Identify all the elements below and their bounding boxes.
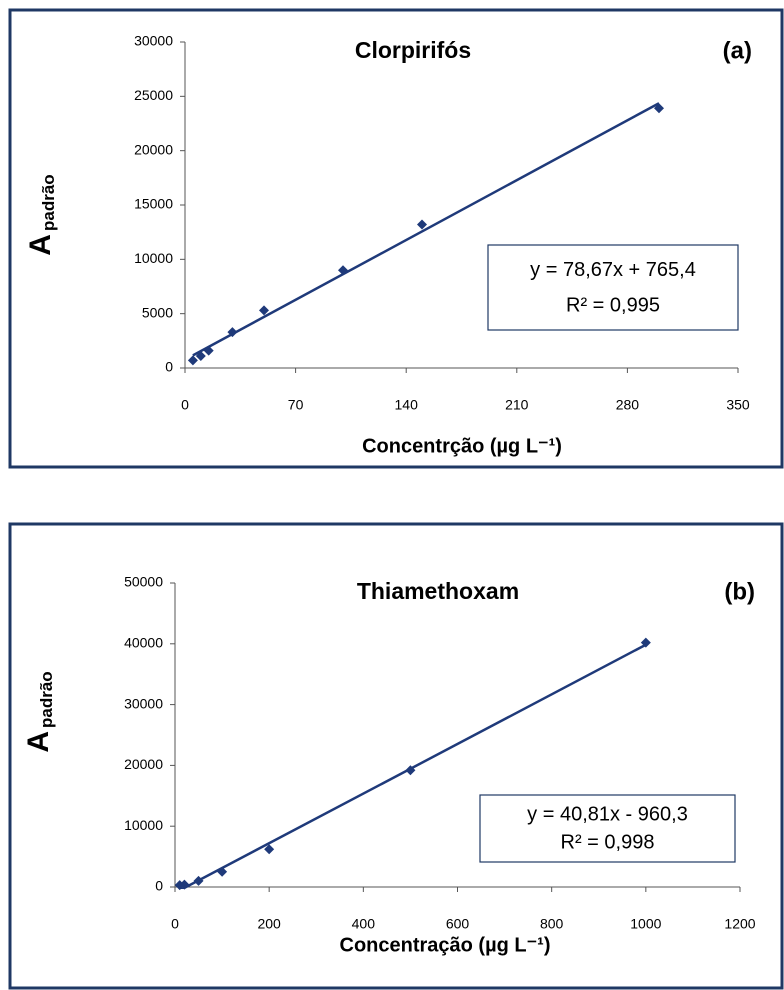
x-tick-label: 400 xyxy=(352,916,376,932)
data-point xyxy=(417,219,427,230)
x-tick-label: 350 xyxy=(726,397,750,413)
x-tick-label: 1200 xyxy=(724,916,755,932)
x-axis-label: Concentrção (µg L⁻¹) xyxy=(362,435,562,457)
y-axis-label-main: A xyxy=(22,731,55,753)
x-tick-label: 0 xyxy=(171,916,179,932)
y-axis-label-sub: padrão xyxy=(39,174,58,231)
chart-title: Clorpirifós xyxy=(355,37,471,63)
x-tick-label: 210 xyxy=(505,397,529,413)
panel-label: (a) xyxy=(723,37,752,64)
equation-box xyxy=(487,244,739,331)
chart-panel: 0 10000 20000 30000 40000 50000 0 200 400 600 800 1… xyxy=(8,522,784,990)
y-tick-label: 20000 xyxy=(124,756,163,772)
y-tick-label: 25000 xyxy=(134,87,173,103)
data-point xyxy=(259,305,269,316)
y-axis-label-main: A xyxy=(24,234,57,256)
trendline xyxy=(179,643,647,889)
chart-title: Thiamethoxam xyxy=(357,578,519,604)
y-tick-label: 30000 xyxy=(124,695,163,711)
r-squared: R² = 0,995 xyxy=(566,294,660,316)
y-axis-label-sub: padrão xyxy=(37,671,56,728)
y-tick-label: 10000 xyxy=(124,817,163,833)
y-tick-label: 20000 xyxy=(134,141,173,157)
x-tick-label: 140 xyxy=(395,397,419,413)
y-tick-label: 0 xyxy=(155,878,163,894)
y-axis-label: Apadrão xyxy=(22,671,57,752)
x-axis-label: Concentração (µg L⁻¹) xyxy=(340,934,551,956)
equation-box xyxy=(479,794,736,863)
chart-panel: 0 5000 10000 15000 20000 25000 30000 0 70 140 210 2… xyxy=(8,8,784,469)
y-tick-label: 10000 xyxy=(134,250,173,266)
trendline xyxy=(192,102,660,357)
x-tick-label: 600 xyxy=(446,916,470,932)
x-tick-label: 0 xyxy=(181,397,189,413)
y-tick-label: 0 xyxy=(165,359,173,375)
x-tick-label: 800 xyxy=(540,916,564,932)
y-tick-label: 15000 xyxy=(134,196,173,212)
panel-border xyxy=(8,8,784,469)
equation: y = 40,81x - 960,3 xyxy=(527,803,688,825)
equation: y = 78,67x + 765,4 xyxy=(530,259,696,281)
r-squared: R² = 0,998 xyxy=(561,832,655,854)
panel-label: (b) xyxy=(724,578,755,605)
data-point xyxy=(264,844,275,855)
data-point xyxy=(187,355,198,366)
y-tick-label: 30000 xyxy=(134,33,173,49)
y-tick-label: 5000 xyxy=(142,304,173,320)
x-tick-label: 280 xyxy=(616,397,640,413)
panel-border xyxy=(8,522,784,990)
x-tick-label: 70 xyxy=(288,397,304,413)
x-tick-label: 200 xyxy=(257,916,281,932)
y-axis-label: Apadrão xyxy=(24,174,59,255)
y-tick-label: 40000 xyxy=(124,635,163,651)
y-tick-label: 50000 xyxy=(124,574,163,590)
x-tick-label: 1000 xyxy=(630,916,661,932)
